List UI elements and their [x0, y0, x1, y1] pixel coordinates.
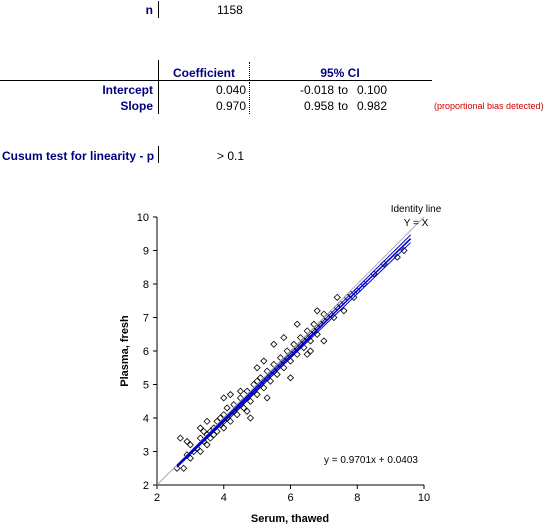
regression-line: [176, 238, 412, 467]
data-point: [260, 384, 268, 392]
data-point: [340, 307, 348, 315]
table-top-rule: [0, 80, 432, 81]
data-point: [246, 397, 255, 405]
data-point: [286, 374, 295, 382]
intercept-coef: 0.040: [215, 83, 246, 97]
data-point: [253, 364, 261, 372]
ci-header: 95% CI: [320, 66, 360, 80]
y-axis-label: Plasma, fresh: [119, 315, 131, 387]
y-tick-label: 4: [143, 413, 149, 425]
data-point: [320, 337, 328, 345]
identity-line-label: Identity line: [391, 204, 442, 215]
data-point: [293, 320, 301, 328]
slope-ci-low: 0.958: [303, 99, 334, 113]
data-point: [226, 417, 234, 425]
x-axis-label: Serum, thawed: [251, 513, 329, 525]
x-tick-label: 2: [154, 492, 160, 504]
chart-ticks: 2 4 6 8 10 2 3 4 5 6 7 8 9 10: [137, 212, 430, 504]
data-point: [240, 404, 248, 412]
intercept-label: Intercept: [102, 83, 153, 97]
slope-ci-high: 0.982: [356, 99, 387, 113]
header-dotted-divider: [249, 62, 250, 80]
data-point: [280, 334, 288, 342]
ci-lower-line: [176, 242, 411, 468]
cusum-divider: [158, 146, 159, 163]
x-tick-label: 8: [354, 492, 360, 504]
data-point: [233, 411, 241, 419]
data-point: [253, 390, 261, 399]
data-point: [223, 404, 231, 412]
x-tick-label: 10: [418, 492, 430, 504]
y-tick-label: 9: [143, 246, 149, 258]
data-point: [306, 337, 315, 345]
chart-lines: [156, 216, 425, 486]
data-point: [186, 454, 194, 462]
data-point: [393, 253, 401, 261]
data-point: [400, 246, 408, 255]
data-point: [303, 350, 311, 358]
y-tick-label: 3: [143, 447, 149, 459]
x-tick-label: 6: [287, 492, 293, 504]
data-point: [203, 417, 211, 425]
y-tick-label: 5: [143, 380, 149, 392]
identity-line-equation: Y = X: [404, 218, 429, 229]
x-tick-label: 4: [221, 492, 227, 504]
data-point: [313, 330, 321, 338]
data-point: [266, 377, 275, 385]
regression-equation: y = 0.9701x + 0.0403: [324, 455, 418, 466]
slope-label: Slope: [120, 99, 153, 113]
y-tick-label: 7: [143, 313, 149, 325]
intercept-ci-low: -0.018: [299, 83, 334, 97]
coefficient-header: Coefficient: [172, 66, 235, 80]
ci-upper-line: [176, 234, 412, 466]
chart-points: [173, 246, 408, 472]
slope-coef: 0.970: [215, 99, 246, 113]
data-point: [180, 464, 188, 472]
table-label-divider: [158, 60, 159, 114]
table-value-dotted-divider: [249, 82, 250, 114]
cusum-value: > 0.1: [217, 149, 245, 163]
n-value: 1158: [217, 3, 243, 17]
data-point: [243, 407, 251, 415]
data-point: [270, 340, 278, 348]
data-point: [306, 347, 315, 355]
y-tick-label: 8: [143, 279, 149, 291]
y-tick-label: 10: [137, 212, 149, 224]
cusum-label: Cusum test for linearity - p: [2, 149, 155, 163]
data-point: [203, 441, 211, 449]
y-tick-label: 6: [143, 346, 149, 358]
n-label: n: [145, 3, 153, 17]
intercept-ci-to: to: [338, 83, 349, 97]
data-point: [186, 441, 194, 449]
data-point: [246, 414, 255, 422]
data-point: [176, 434, 184, 442]
bias-note: (proportional bias detected): [434, 101, 544, 111]
data-point: [260, 357, 268, 365]
y-tick-label: 2: [143, 480, 149, 492]
data-point: [183, 437, 191, 446]
data-point: [220, 394, 228, 402]
data-point: [263, 394, 271, 402]
data-point: [200, 427, 208, 435]
intercept-ci-high: 0.100: [356, 83, 387, 97]
data-point: [226, 390, 234, 399]
data-point: [330, 313, 338, 322]
slope-ci-to: to: [338, 99, 349, 113]
data-point: [333, 293, 341, 301]
data-point: [220, 424, 228, 432]
data-point: [236, 387, 245, 395]
data-point: [313, 307, 321, 315]
n-divider: [158, 1, 159, 18]
data-point: [196, 424, 204, 432]
data-point: [196, 447, 204, 456]
